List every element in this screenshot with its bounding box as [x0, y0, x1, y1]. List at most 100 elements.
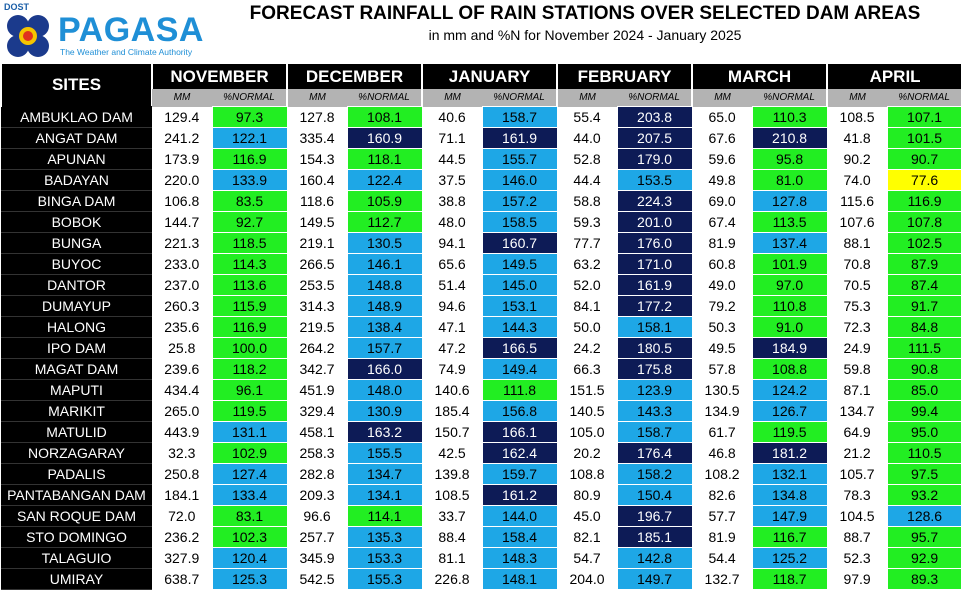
- percent-normal-cell: 122.1: [211, 127, 288, 149]
- percent-normal-cell: 148.8: [346, 274, 423, 296]
- pagasa-logo: DOST PAGASA The Weather and Climate Auth…: [2, 2, 203, 58]
- percent-normal-cell: 101.5: [886, 127, 961, 149]
- percent-normal-cell: 92.7: [211, 211, 288, 233]
- site-name-cell: BUNGA: [1, 232, 152, 254]
- percent-normal-cell: 149.5: [481, 253, 558, 275]
- percent-normal-cell: 89.3: [886, 568, 961, 590]
- pct-subheader: %NORMAL: [617, 89, 694, 107]
- percent-normal-cell: 179.0: [616, 148, 693, 170]
- site-name-cell: NORZAGARAY: [1, 442, 152, 464]
- page-subtitle: in mm and %N for November 2024 - January…: [428, 27, 742, 43]
- percent-normal-cell: 126.7: [751, 400, 828, 422]
- mm-subheader: MM: [152, 89, 212, 107]
- mm-cell: 329.4: [287, 400, 348, 422]
- mm-subheader: MM: [557, 89, 618, 107]
- mm-cell: 50.3: [692, 316, 753, 338]
- site-name-cell: BUYOC: [1, 253, 152, 275]
- table-row: DANTOR 237.0 113.6 253.5 148.8 51.4 145.0 52.0 1…: [1, 274, 961, 296]
- month-header: APRIL: [826, 64, 961, 89]
- percent-normal-cell: 184.9: [751, 337, 828, 359]
- mm-cell: 209.3: [287, 484, 348, 506]
- site-name-cell: SAN ROQUE DAM: [1, 505, 152, 527]
- percent-normal-cell: 185.1: [616, 526, 693, 548]
- percent-normal-cell: 87.9: [886, 253, 961, 275]
- percent-normal-cell: 158.5: [481, 211, 558, 233]
- mm-cell: 108.8: [557, 463, 618, 485]
- table-row: BUNGA 221.3 118.5 219.1 130.5 94.1 160.7 77.7 17…: [1, 232, 961, 254]
- mm-cell: 235.6: [152, 316, 212, 338]
- percent-normal-cell: 128.6: [886, 505, 961, 527]
- site-name-cell: TALAGUIO: [1, 547, 152, 569]
- mm-cell: 342.7: [287, 358, 348, 380]
- percent-normal-cell: 148.9: [346, 295, 423, 317]
- percent-normal-cell: 81.0: [751, 169, 828, 191]
- mm-cell: 542.5: [287, 568, 348, 590]
- percent-normal-cell: 102.3: [211, 526, 288, 548]
- mm-cell: 451.9: [287, 379, 348, 401]
- mm-cell: 82.6: [692, 484, 753, 506]
- mm-cell: 327.9: [152, 547, 212, 569]
- percent-normal-cell: 145.0: [481, 274, 558, 296]
- logo-agency: DOST: [4, 2, 30, 12]
- mm-cell: 185.4: [422, 400, 483, 422]
- mm-cell: 44.4: [557, 169, 618, 191]
- site-name-cell: DANTOR: [1, 274, 152, 296]
- site-name-cell: APUNAN: [1, 148, 152, 170]
- percent-normal-cell: 83.1: [211, 505, 288, 527]
- mm-cell: 443.9: [152, 421, 212, 443]
- mm-cell: 37.5: [422, 169, 483, 191]
- mm-subheader: MM: [692, 89, 753, 107]
- mm-cell: 105.7: [827, 463, 888, 485]
- mm-cell: 81.1: [422, 547, 483, 569]
- percent-normal-cell: 91.0: [751, 316, 828, 338]
- mm-cell: 219.1: [287, 232, 348, 254]
- percent-normal-cell: 130.5: [346, 232, 423, 254]
- mm-cell: 71.1: [422, 127, 483, 149]
- table-row: TALAGUIO 327.9 120.4 345.9 153.3 81.1 148.3 54.…: [1, 547, 961, 569]
- table-body: AMBUKLAO DAM 129.4 97.3 127.8 108.1 40.6 158.7…: [1, 106, 961, 590]
- percent-normal-cell: 171.0: [616, 253, 693, 275]
- percent-normal-cell: 177.2: [616, 295, 693, 317]
- percent-normal-cell: 132.1: [751, 463, 828, 485]
- mm-cell: 54.4: [692, 547, 753, 569]
- mm-cell: 87.1: [827, 379, 888, 401]
- table-row: UMIRAY 638.7 125.3 542.5 155.3 226.8 148.1 204.…: [1, 568, 961, 590]
- mm-cell: 108.5: [827, 106, 888, 128]
- mm-cell: 20.2: [557, 442, 618, 464]
- percent-normal-cell: 135.3: [346, 526, 423, 548]
- percent-normal-cell: 95.8: [751, 148, 828, 170]
- mm-cell: 105.0: [557, 421, 618, 443]
- percent-normal-cell: 91.7: [886, 295, 961, 317]
- percent-normal-cell: 138.4: [346, 316, 423, 338]
- percent-normal-cell: 87.4: [886, 274, 961, 296]
- site-name-cell: AMBUKLAO DAM: [1, 106, 152, 128]
- mm-subheader: MM: [287, 89, 348, 107]
- percent-normal-cell: 90.8: [886, 358, 961, 380]
- percent-normal-cell: 116.7: [751, 526, 828, 548]
- site-name-cell: MATULID: [1, 421, 152, 443]
- percent-normal-cell: 116.9: [211, 148, 288, 170]
- mm-cell: 72.3: [827, 316, 888, 338]
- site-name-cell: BINGA DAM: [1, 190, 152, 212]
- percent-normal-cell: 181.2: [751, 442, 828, 464]
- percent-normal-cell: 97.5: [886, 463, 961, 485]
- mm-cell: 45.0: [557, 505, 618, 527]
- percent-normal-cell: 224.3: [616, 190, 693, 212]
- mm-cell: 434.4: [152, 379, 212, 401]
- percent-normal-cell: 110.3: [751, 106, 828, 128]
- percent-normal-cell: 166.0: [346, 358, 423, 380]
- mm-cell: 81.9: [692, 232, 753, 254]
- mm-cell: 42.5: [422, 442, 483, 464]
- mm-cell: 49.8: [692, 169, 753, 191]
- percent-normal-cell: 144.3: [481, 316, 558, 338]
- mm-cell: 41.8: [827, 127, 888, 149]
- mm-cell: 226.8: [422, 568, 483, 590]
- mm-cell: 44.0: [557, 127, 618, 149]
- percent-normal-cell: 84.8: [886, 316, 961, 338]
- mm-cell: 96.6: [287, 505, 348, 527]
- percent-normal-cell: 176.4: [616, 442, 693, 464]
- percent-normal-cell: 125.3: [211, 568, 288, 590]
- site-name-cell: MARIKIT: [1, 400, 152, 422]
- mm-cell: 115.6: [827, 190, 888, 212]
- mm-cell: 52.3: [827, 547, 888, 569]
